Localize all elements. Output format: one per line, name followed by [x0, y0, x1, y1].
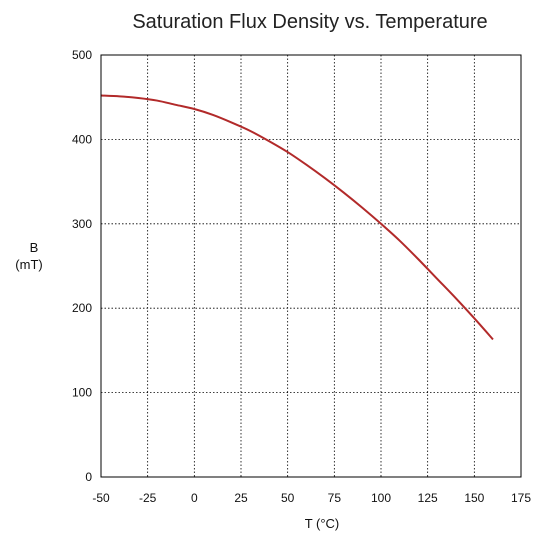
plot-frame	[100, 54, 522, 478]
y-tick-label: 300	[72, 217, 92, 231]
y-tick-label: 400	[72, 132, 92, 146]
y-tick-label: 500	[72, 48, 92, 62]
x-tick-label: 150	[464, 491, 484, 505]
grid	[101, 55, 521, 477]
x-tick-label: -25	[139, 491, 157, 505]
y-tick-labels: 0 100 200 300 400 500	[72, 48, 92, 484]
x-tick-label: 0	[191, 491, 198, 505]
y-axis-label-line-2: (mT)	[15, 257, 42, 272]
x-tick-label: 25	[234, 491, 248, 505]
y-tick-label: 100	[72, 386, 92, 400]
x-tick-label: 75	[328, 491, 342, 505]
x-tick-label: 100	[371, 491, 391, 505]
y-tick-label: 200	[72, 301, 92, 315]
x-axis-label: T (°C)	[305, 516, 340, 531]
series-line	[100, 94, 494, 341]
chart-title: Saturation Flux Density vs. Temperature	[132, 11, 487, 33]
x-tick-label: 50	[281, 491, 295, 505]
x-tick-labels: -50 -25 0 25 50 75 100 125 150 175	[92, 491, 531, 505]
y-tick-label: 0	[85, 470, 92, 484]
y-axis-label-line-1: B	[30, 240, 39, 255]
x-tick-label: 125	[418, 491, 438, 505]
series-layer	[100, 94, 494, 341]
x-tick-label: -50	[92, 491, 110, 505]
x-tick-label: 175	[511, 491, 531, 505]
